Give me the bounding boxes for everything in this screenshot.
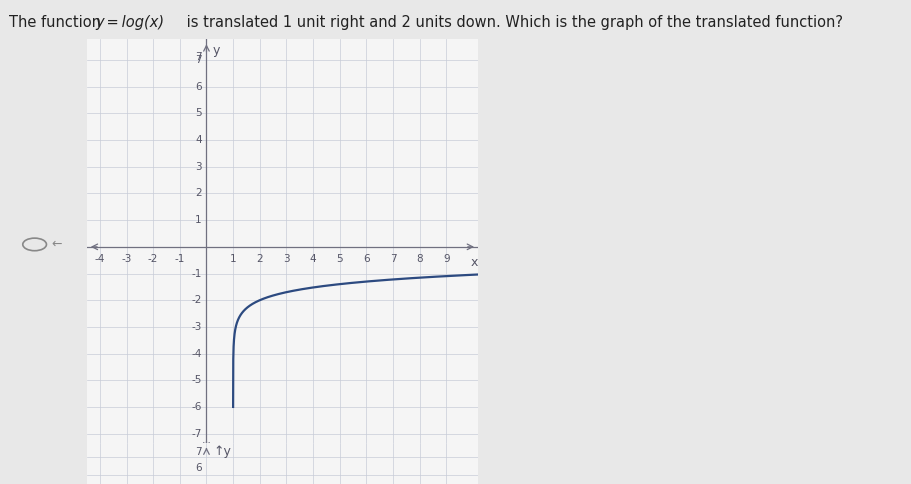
Text: -4: -4 xyxy=(95,254,105,263)
Text: 2: 2 xyxy=(195,188,201,198)
Text: 7: 7 xyxy=(195,447,201,457)
Text: -5: -5 xyxy=(191,375,201,385)
Text: ↑y: ↑y xyxy=(213,445,231,458)
Text: 3: 3 xyxy=(195,162,201,172)
Text: 2: 2 xyxy=(256,254,263,263)
Text: 8: 8 xyxy=(416,254,423,263)
Text: 6: 6 xyxy=(363,254,370,263)
Text: 7: 7 xyxy=(390,254,396,263)
Text: y = log(x): y = log(x) xyxy=(96,15,165,30)
Text: 1: 1 xyxy=(230,254,237,263)
Text: 5: 5 xyxy=(336,254,343,263)
Text: 4: 4 xyxy=(195,135,201,145)
Text: 6: 6 xyxy=(195,463,201,473)
Text: -3: -3 xyxy=(121,254,132,263)
Text: is translated 1 unit right and 2 units down. Which is the graph of the translate: is translated 1 unit right and 2 units d… xyxy=(182,15,844,30)
Text: y: y xyxy=(213,44,220,57)
Text: ←: ← xyxy=(51,238,62,251)
Text: -3: -3 xyxy=(191,322,201,332)
Text: 5: 5 xyxy=(195,108,201,119)
Text: The function: The function xyxy=(9,15,106,30)
Text: -1: -1 xyxy=(175,254,185,263)
Text: 1: 1 xyxy=(195,215,201,225)
Text: x: x xyxy=(471,256,478,269)
Text: 7: 7 xyxy=(195,55,201,65)
Text: -7: -7 xyxy=(191,429,201,439)
Text: -1: -1 xyxy=(191,269,201,278)
Text: 4: 4 xyxy=(310,254,316,263)
Text: -6: -6 xyxy=(191,402,201,412)
Text: 9: 9 xyxy=(443,254,450,263)
Text: 3: 3 xyxy=(283,254,290,263)
Text: -4: -4 xyxy=(191,348,201,359)
Text: -2: -2 xyxy=(148,254,159,263)
Text: -2: -2 xyxy=(191,295,201,305)
Text: 7: 7 xyxy=(195,52,201,62)
Text: 6: 6 xyxy=(195,82,201,92)
